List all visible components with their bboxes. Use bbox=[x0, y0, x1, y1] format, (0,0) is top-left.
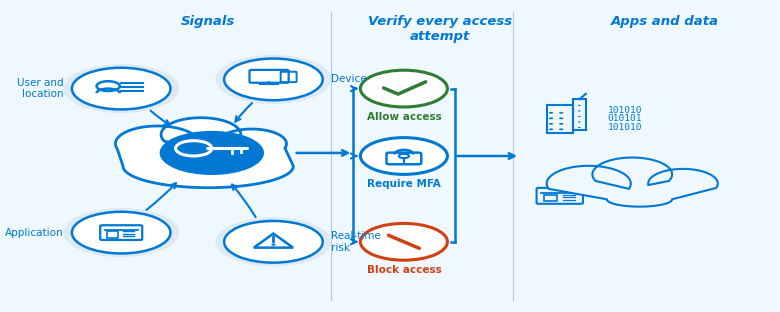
Circle shape bbox=[72, 212, 171, 253]
Circle shape bbox=[549, 123, 553, 125]
Polygon shape bbox=[547, 158, 718, 207]
Circle shape bbox=[224, 221, 323, 263]
Text: Real-time
risk: Real-time risk bbox=[332, 231, 381, 253]
Circle shape bbox=[360, 70, 448, 107]
Circle shape bbox=[360, 223, 448, 260]
Circle shape bbox=[215, 217, 332, 266]
Text: Verify every access
attempt: Verify every access attempt bbox=[368, 15, 512, 43]
Text: Apps and data: Apps and data bbox=[611, 15, 719, 28]
Circle shape bbox=[63, 64, 179, 113]
Bar bbox=[573, 99, 586, 130]
Circle shape bbox=[63, 208, 179, 257]
Circle shape bbox=[215, 55, 332, 104]
Circle shape bbox=[549, 129, 553, 130]
Text: Block access: Block access bbox=[367, 265, 441, 275]
Circle shape bbox=[360, 138, 448, 174]
Text: Require MFA: Require MFA bbox=[367, 179, 441, 189]
Text: 101010: 101010 bbox=[608, 105, 642, 115]
Text: Device: Device bbox=[332, 74, 367, 84]
Text: Signals: Signals bbox=[181, 15, 236, 28]
Polygon shape bbox=[115, 118, 293, 188]
Circle shape bbox=[578, 105, 581, 106]
Bar bbox=[547, 105, 573, 133]
Circle shape bbox=[559, 117, 563, 119]
Bar bbox=[107, 232, 119, 237]
Circle shape bbox=[578, 110, 581, 112]
Text: Allow access: Allow access bbox=[367, 112, 441, 122]
Circle shape bbox=[578, 121, 581, 123]
Circle shape bbox=[559, 112, 563, 114]
Circle shape bbox=[559, 123, 563, 125]
Circle shape bbox=[549, 112, 553, 114]
Circle shape bbox=[559, 129, 563, 130]
Bar bbox=[544, 195, 557, 201]
Text: Application: Application bbox=[5, 228, 63, 238]
Text: 010101: 010101 bbox=[608, 114, 642, 123]
Circle shape bbox=[578, 127, 581, 128]
Text: User and
location: User and location bbox=[16, 78, 63, 100]
Circle shape bbox=[271, 244, 275, 246]
Circle shape bbox=[160, 131, 264, 175]
Circle shape bbox=[549, 117, 553, 119]
Text: 101010: 101010 bbox=[608, 123, 642, 132]
Circle shape bbox=[224, 59, 323, 100]
Circle shape bbox=[72, 68, 171, 110]
Circle shape bbox=[578, 116, 581, 117]
